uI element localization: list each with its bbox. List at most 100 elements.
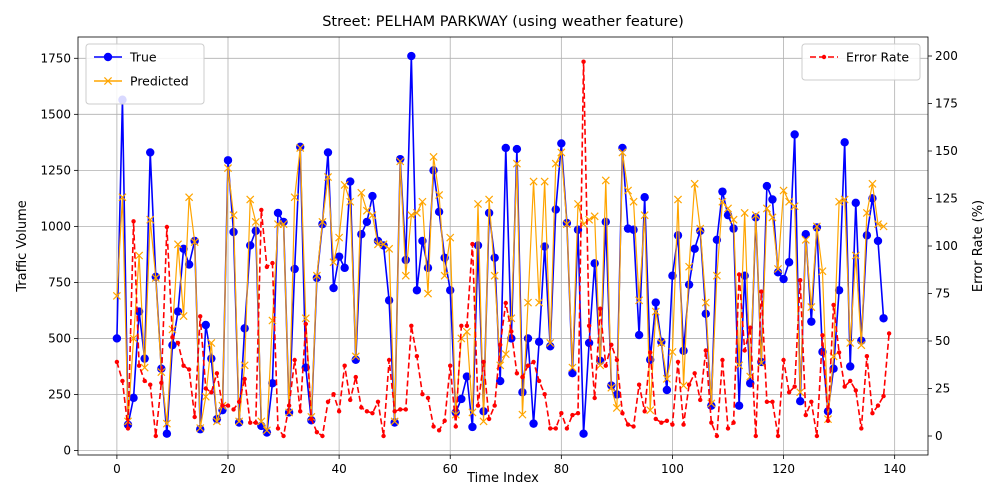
data-point — [412, 208, 421, 217]
data-point — [842, 384, 847, 389]
data-point — [768, 195, 777, 204]
data-point — [807, 317, 816, 326]
data-point — [457, 394, 466, 404]
data-point — [598, 306, 603, 311]
x-tick-label: 0 — [113, 462, 121, 476]
data-point — [435, 190, 444, 200]
data-point — [209, 390, 214, 395]
data-point — [357, 230, 366, 239]
y-left-tick-label: 0 — [63, 444, 71, 458]
y-right-tick-label: 25 — [935, 382, 950, 396]
data-point — [420, 392, 425, 397]
data-point — [536, 378, 542, 384]
data-point — [636, 382, 642, 387]
data-point — [162, 419, 171, 428]
data-point — [653, 416, 658, 422]
data-point — [801, 230, 810, 239]
data-point — [231, 407, 236, 412]
data-point — [879, 222, 888, 231]
data-point — [596, 361, 605, 370]
data-point — [868, 179, 877, 188]
data-point — [146, 148, 155, 157]
data-point — [201, 392, 210, 401]
data-point — [696, 224, 705, 233]
data-point — [331, 392, 336, 397]
data-point — [262, 428, 272, 437]
data-point — [875, 403, 881, 408]
legend-label: Error Rate — [846, 50, 909, 65]
data-point — [770, 399, 775, 404]
data-point — [468, 422, 477, 432]
data-point — [668, 347, 677, 356]
y-right-tick-label: 200 — [935, 49, 958, 63]
data-point — [335, 233, 344, 242]
data-point — [296, 143, 305, 152]
data-point — [173, 307, 183, 316]
x-tick-label: 120 — [772, 462, 795, 476]
data-point — [525, 363, 531, 368]
data-point — [607, 383, 616, 392]
y-right-tick-label: 75 — [935, 287, 950, 301]
data-point — [318, 217, 327, 226]
data-point — [440, 271, 449, 280]
data-point — [512, 159, 521, 168]
axis-ticks: 0 20 40 60 80 100 120 1400250500750100012501500… — [40, 49, 957, 476]
data-point — [179, 244, 188, 254]
data-point — [609, 342, 614, 347]
data-point — [623, 186, 633, 195]
data-point — [603, 363, 608, 368]
data-point — [164, 224, 170, 230]
data-point — [329, 258, 338, 267]
data-point — [690, 244, 699, 254]
legend-left-box — [85, 43, 205, 105]
data-point — [796, 397, 805, 406]
y-right-tick-label: 175 — [935, 97, 958, 111]
data-point — [735, 361, 744, 370]
data-point — [403, 407, 408, 412]
data-point — [625, 422, 631, 427]
data-point — [201, 320, 210, 330]
data-point — [651, 307, 660, 316]
data-point — [568, 363, 577, 372]
data-point — [170, 335, 175, 340]
data-point — [731, 420, 736, 425]
data-point — [246, 195, 255, 204]
data-point — [618, 143, 627, 153]
data-point — [790, 202, 799, 211]
data-point — [551, 205, 560, 214]
data-point — [662, 385, 672, 395]
data-point — [486, 416, 492, 422]
data-point — [340, 180, 349, 189]
data-point — [407, 51, 416, 61]
data-point — [125, 426, 131, 431]
data-point — [253, 420, 258, 425]
data-point — [148, 382, 153, 387]
data-point — [659, 420, 664, 425]
data-point — [570, 412, 575, 418]
data-point — [781, 357, 786, 363]
data-point — [473, 199, 483, 209]
data-point — [520, 374, 525, 380]
data-point — [112, 334, 122, 343]
data-point — [862, 208, 871, 217]
data-point — [251, 217, 260, 226]
data-point — [173, 240, 183, 249]
data-point — [775, 433, 781, 439]
data-point — [725, 426, 731, 431]
data-point — [836, 350, 842, 355]
legend-right: Error Rate — [801, 43, 921, 81]
data-point — [370, 411, 375, 416]
data-point — [336, 409, 342, 414]
data-point — [718, 197, 727, 206]
data-point — [351, 352, 360, 361]
data-point — [279, 220, 288, 229]
data-point — [534, 337, 544, 347]
data-point — [309, 416, 314, 422]
y-right-tick-label: 125 — [935, 192, 958, 206]
data-point — [518, 410, 527, 419]
data-point — [429, 152, 438, 161]
data-point — [298, 409, 303, 414]
data-point — [798, 278, 803, 283]
data-point — [709, 420, 714, 425]
